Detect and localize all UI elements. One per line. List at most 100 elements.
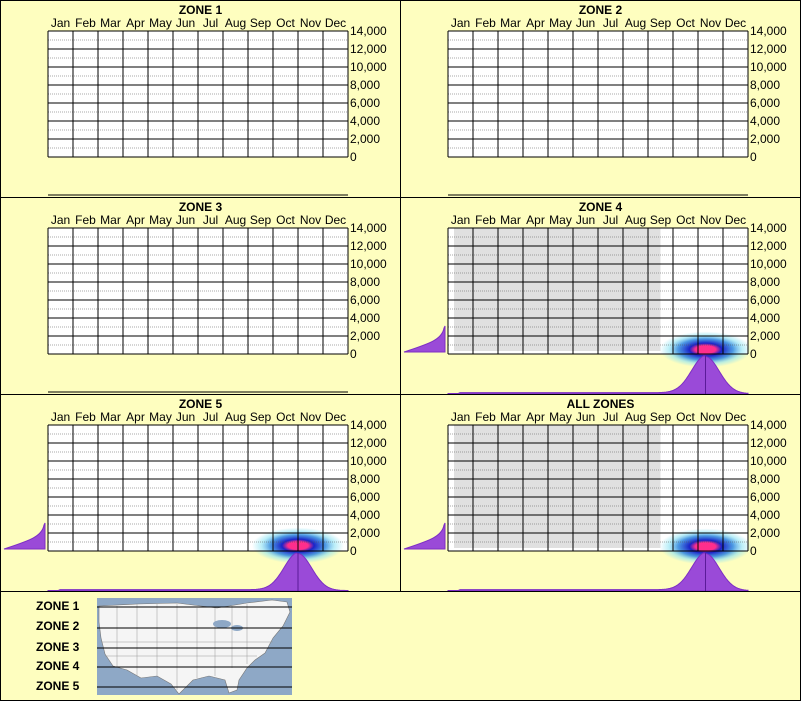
elevation-tick-label: 10,000 — [750, 454, 787, 468]
month-tick-label: May — [149, 213, 172, 227]
elevation-tick-label: 2,000 — [350, 526, 381, 540]
month-tick-label: Aug — [624, 410, 647, 424]
map-lake — [213, 620, 231, 628]
elevation-tick-label: 4,000 — [350, 311, 381, 325]
panel-title: ZONE 4 — [578, 200, 623, 214]
month-tick-label: Apr — [526, 213, 545, 227]
elevation-tick-label: 2,000 — [350, 132, 381, 146]
elevation-tick-label: 10,000 — [750, 257, 787, 271]
month-tick-label: Dec — [324, 16, 347, 30]
month-tick-label: Jun — [575, 16, 596, 30]
zone-panel-2: ZONE 2 Jan Feb Mar Apr May Jun Jul Aug Sep Oct Nov D… — [400, 0, 801, 198]
elevation-tick-label: 8,000 — [350, 472, 381, 486]
elevation-tick-label: 14,000 — [750, 24, 787, 38]
elevation-tick-label: 14,000 — [350, 24, 387, 38]
elevation-tick-label: 6,000 — [750, 490, 781, 504]
month-density — [447, 552, 749, 591]
panel-plot — [403, 227, 752, 394]
month-tick-label: Feb — [75, 410, 96, 424]
elevation-tick-label: 2,000 — [750, 132, 781, 146]
elevation-tick-label: 0 — [350, 150, 357, 164]
elevation-tick-label: 6,000 — [350, 490, 381, 504]
elevation-tick-label: 8,000 — [750, 275, 781, 289]
month-tick-label: Nov — [699, 213, 722, 227]
elevation-tick-label: 12,000 — [350, 436, 387, 450]
month-tick-label: Mar — [100, 410, 121, 424]
month-tick-label: Sep — [649, 16, 672, 30]
elevation-tick-label: 10,000 — [350, 60, 387, 74]
elevation-tick-label: 6,000 — [350, 293, 381, 307]
month-tick-label: Aug — [624, 213, 647, 227]
month-tick-label: Jun — [575, 213, 596, 227]
elevation-density — [403, 325, 446, 353]
month-tick-label: Aug — [224, 213, 247, 227]
month-tick-label: Sep — [249, 410, 272, 424]
month-tick-label: Sep — [649, 410, 672, 424]
elevation-tick-label: 8,000 — [350, 275, 381, 289]
panel-plot — [447, 30, 749, 196]
season-shading — [454, 228, 661, 351]
month-tick-label: Oct — [276, 410, 295, 424]
elevation-tick-label: 4,000 — [350, 114, 381, 128]
month-tick-label: Sep — [249, 213, 272, 227]
panel-plot — [3, 424, 349, 591]
density-hotspot — [659, 528, 752, 565]
legend-zone-4-label: ZONE 4 — [36, 659, 80, 673]
elevation-tick-label: 4,000 — [750, 508, 781, 522]
month-tick-label: Feb — [75, 16, 96, 30]
month-tick-label: Aug — [224, 16, 247, 30]
month-tick-label: Apr — [126, 213, 145, 227]
elevation-tick-label: 6,000 — [350, 96, 381, 110]
month-tick-label: Dec — [724, 213, 747, 227]
month-density — [447, 355, 749, 394]
panel-plot — [47, 227, 349, 393]
month-tick-label: Jan — [50, 410, 71, 424]
elevation-tick-label: 0 — [750, 150, 757, 164]
elevation-tick-label: 2,000 — [350, 329, 381, 343]
month-tick-label: Mar — [500, 16, 521, 30]
month-tick-label: Jun — [175, 213, 196, 227]
month-tick-label: Oct — [676, 16, 695, 30]
month-tick-label: Mar — [500, 410, 521, 424]
elevation-tick-label: 8,000 — [750, 472, 781, 486]
panel-title: ZONE 5 — [178, 397, 223, 411]
season-shading — [454, 425, 661, 548]
legend-zone-1-label: ZONE 1 — [36, 599, 80, 613]
legend-zone-2-label: ZONE 2 — [36, 619, 80, 633]
elevation-tick-label: 10,000 — [750, 60, 787, 74]
month-tick-label: Jul — [602, 410, 619, 424]
month-tick-label: Dec — [324, 410, 347, 424]
map-land — [98, 599, 291, 695]
zone-panel-3: ZONE 3 Jan Feb Mar Apr May Jun Jul Aug Sep Oct Nov D… — [0, 197, 401, 395]
month-tick-label: Nov — [299, 213, 322, 227]
month-tick-label: Aug — [224, 410, 247, 424]
month-tick-label: Jan — [50, 16, 71, 30]
month-tick-label: Jun — [575, 410, 596, 424]
elevation-density — [3, 522, 46, 550]
elevation-tick-label: 2,000 — [750, 526, 781, 540]
elevation-tick-label: 14,000 — [750, 418, 787, 432]
panel-plot — [403, 424, 752, 591]
month-tick-label: Nov — [699, 410, 722, 424]
month-tick-label: Jul — [202, 410, 219, 424]
month-tick-label: Dec — [724, 16, 747, 30]
zone-panel-5: ZONE 5 Jan Feb Mar Apr May Jun Jul Aug Sep Oct Nov D… — [0, 394, 401, 592]
zone-panel-4: ZONE 4 Jan Feb Mar Apr May Jun Jul Aug Sep Oct Nov D… — [400, 197, 801, 395]
month-tick-label: Oct — [276, 213, 295, 227]
elevation-tick-label: 0 — [350, 347, 357, 361]
month-tick-label: May — [549, 16, 572, 30]
elevation-tick-label: 12,000 — [750, 436, 787, 450]
month-tick-label: Feb — [475, 410, 496, 424]
zone-legend: ZONE 1 ZONE 2 ZONE 3 ZONE 4 ZONE 5 — [0, 591, 801, 701]
month-tick-label: Dec — [724, 410, 747, 424]
elevation-tick-label: 12,000 — [750, 239, 787, 253]
month-tick-label: Aug — [624, 16, 647, 30]
month-tick-label: Jun — [175, 410, 196, 424]
month-tick-label: Sep — [649, 213, 672, 227]
month-tick-label: Jul — [602, 16, 619, 30]
elevation-density — [403, 522, 446, 550]
month-tick-label: Mar — [500, 213, 521, 227]
elevation-tick-label: 10,000 — [350, 454, 387, 468]
panel-title: ZONE 1 — [178, 3, 223, 17]
